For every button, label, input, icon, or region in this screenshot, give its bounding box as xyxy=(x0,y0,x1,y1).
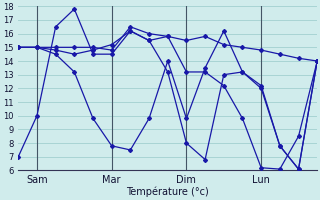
X-axis label: Température (°c): Température (°c) xyxy=(126,187,209,197)
